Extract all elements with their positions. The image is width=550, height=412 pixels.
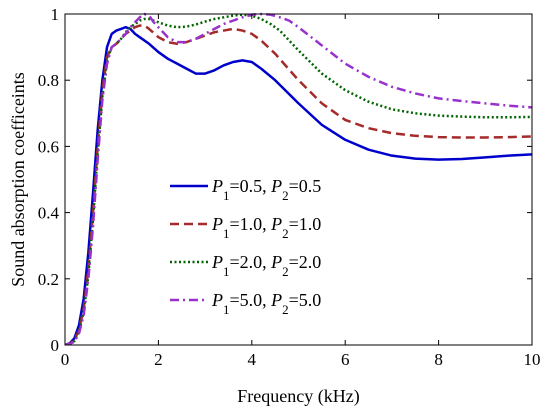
x-tick-label: 8 bbox=[434, 350, 443, 369]
y-tick-label: 1 bbox=[51, 5, 60, 24]
legend-p1-val: =1.0, bbox=[230, 214, 272, 234]
x-tick-label: 4 bbox=[248, 350, 257, 369]
y-tick-label: 0.2 bbox=[38, 270, 59, 289]
series-line-2 bbox=[65, 24, 532, 345]
x-tick-label: 0 bbox=[61, 350, 70, 369]
legend-p2-sub: 2 bbox=[282, 264, 289, 279]
y-tick-label: 0.6 bbox=[38, 137, 59, 156]
legend-p2-sub: 2 bbox=[282, 226, 289, 241]
legend-p1-val: =5.0, bbox=[230, 290, 272, 310]
legend-p1-label: P bbox=[211, 214, 223, 234]
legend-p2-sub: 2 bbox=[282, 188, 289, 203]
legend-p1-val: =0.5, bbox=[230, 176, 272, 196]
plot-frame bbox=[64, 13, 533, 346]
series-line-1 bbox=[65, 25, 532, 345]
legend-p1-label: P bbox=[211, 252, 223, 272]
legend: P1=0.5, P2=0.5P1=1.0, P2=1.0P1=2.0, P2=2… bbox=[170, 176, 321, 317]
series-line-4 bbox=[65, 12, 532, 345]
legend-p2-label: P bbox=[270, 290, 282, 310]
legend-p1-sub: 1 bbox=[223, 226, 230, 241]
y-tick-label: 0.4 bbox=[38, 204, 60, 223]
legend-label-1: P1=0.5, P2=0.5 bbox=[211, 176, 321, 203]
legend-p2-val: =5.0 bbox=[289, 290, 322, 310]
legend-p1-sub: 1 bbox=[223, 302, 230, 317]
axes: 0 2 4 6 8 10 0 0.2 0.4 0.6 0.8 1 Frequency (kHz) Soun… bbox=[8, 5, 541, 407]
legend-p1-sub: 1 bbox=[223, 264, 230, 279]
y-tick-label: 0.8 bbox=[38, 71, 59, 90]
x-tick-label: 6 bbox=[341, 350, 350, 369]
y-axis-label: Sound absorption coefficeints bbox=[8, 72, 28, 287]
plot-area bbox=[65, 12, 532, 345]
legend-p2-val: =0.5 bbox=[289, 176, 322, 196]
x-axis-label: Frequency (kHz) bbox=[237, 386, 359, 407]
legend-p2-label: P bbox=[270, 252, 282, 272]
legend-label-3: P1=2.0, P2=2.0 bbox=[211, 252, 321, 279]
legend-p1-label: P bbox=[211, 176, 223, 196]
y-tick-label: 0 bbox=[51, 336, 60, 355]
legend-p2-sub: 2 bbox=[282, 302, 289, 317]
x-tick-label: 2 bbox=[154, 350, 163, 369]
legend-p2-label: P bbox=[270, 214, 282, 234]
x-tick-label: 10 bbox=[524, 350, 541, 369]
series-line-3 bbox=[65, 13, 532, 345]
legend-p1-sub: 1 bbox=[223, 188, 230, 203]
legend-p1-label: P bbox=[211, 290, 223, 310]
legend-p2-val: =1.0 bbox=[289, 214, 322, 234]
legend-p2-label: P bbox=[270, 176, 282, 196]
legend-label-2: P1=1.0, P2=1.0 bbox=[211, 214, 321, 241]
legend-p2-val: =2.0 bbox=[289, 252, 322, 272]
legend-label-4: P1=5.0, P2=5.0 bbox=[211, 290, 321, 317]
legend-p1-val: =2.0, bbox=[230, 252, 272, 272]
